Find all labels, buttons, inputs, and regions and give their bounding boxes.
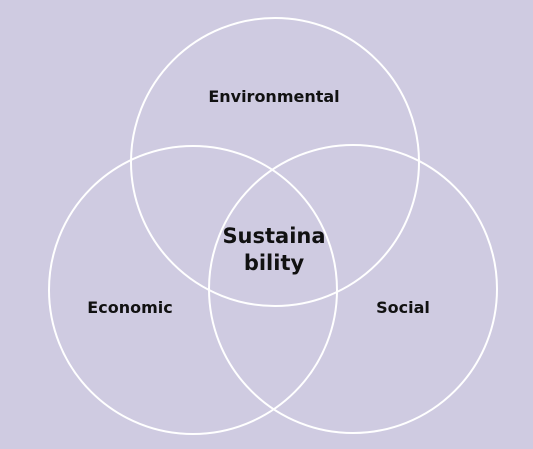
- sustainability-label-line1: Sustaina: [222, 224, 325, 248]
- sustainability-label-line2: bility: [244, 251, 305, 275]
- social-label: Social: [376, 298, 430, 317]
- economic-circle: [48, 145, 338, 435]
- economic-label: Economic: [87, 298, 172, 317]
- social-circle: [208, 144, 498, 434]
- environmental-label: Environmental: [208, 87, 339, 106]
